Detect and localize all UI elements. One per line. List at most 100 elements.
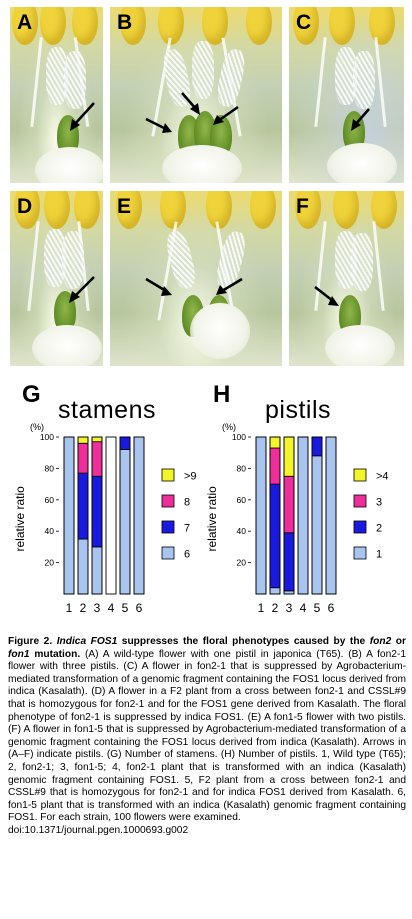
bar-segment	[91, 441, 103, 477]
bar-segment	[283, 590, 295, 595]
y-tick-label: 60	[237, 495, 247, 505]
bar-segment	[119, 449, 131, 595]
caption-title-fon2: fon2	[369, 636, 392, 647]
y-tick-label: 80	[45, 463, 55, 473]
chart-h-letter: H	[213, 381, 231, 408]
caption-body: (A) A wild-type flower with one pistil i…	[8, 648, 406, 824]
bar-segment	[297, 436, 309, 595]
bar-outline	[119, 436, 131, 595]
bar-segment	[269, 436, 281, 449]
bar-outline	[133, 436, 145, 595]
bar-outline	[297, 436, 309, 595]
legend-label: 2	[376, 523, 382, 535]
legend-label: 3	[376, 497, 382, 509]
photo-panel-a: A	[10, 7, 103, 183]
panel-label: C	[296, 11, 312, 34]
y-tick-label: 60	[45, 495, 55, 505]
bar-segment	[77, 472, 89, 540]
bar-segment	[77, 538, 89, 595]
legend-label: >9	[184, 471, 197, 483]
bar-segment	[283, 532, 295, 592]
bar-segment	[325, 436, 337, 595]
legend-label: 7	[184, 523, 190, 535]
bar-segment	[119, 436, 131, 450]
photo-panel-e: E	[110, 191, 282, 366]
x-tick-label: 3	[286, 601, 293, 615]
bar-outline	[77, 436, 89, 595]
bar-segment	[283, 475, 295, 534]
legend-swatch	[161, 520, 175, 534]
bar-segment	[269, 447, 281, 485]
pistil-arrow	[69, 276, 95, 303]
panel-label: D	[17, 195, 33, 218]
y-unit-label: (%)	[222, 422, 236, 432]
bar-outline	[269, 436, 281, 595]
legend-label: 8	[184, 497, 190, 509]
bar-segment	[255, 436, 267, 595]
caption-title-text: suppresses the floral phenotypes caused …	[117, 636, 370, 647]
bar-segment	[91, 475, 103, 548]
x-tick-label: 4	[108, 601, 115, 615]
y-tick-label: 80	[237, 463, 247, 473]
chart-g-title: stamens	[58, 396, 156, 424]
panel-label: A	[17, 11, 33, 34]
pistil-arrow	[70, 102, 95, 131]
legend-swatch	[161, 546, 175, 560]
bar-segment	[311, 436, 323, 457]
x-tick-label: 5	[122, 601, 129, 615]
bar-segment	[283, 436, 295, 477]
x-tick-label: 6	[136, 601, 143, 615]
legend-swatch	[353, 546, 367, 560]
figure-label: Figure 2.	[8, 636, 53, 647]
x-tick-label: 1	[258, 601, 265, 615]
chart-h-title: pistils	[265, 396, 332, 424]
photo-panel-b: B	[110, 7, 282, 183]
panel-label: E	[117, 195, 132, 218]
figure-caption: Figure 2. Indica FOS1 suppresses the flo…	[8, 636, 406, 838]
photo-panel-d: D	[10, 191, 103, 366]
y-axis-label: relative ratio	[205, 486, 219, 552]
legend-label: 1	[376, 549, 382, 561]
x-tick-label: 2	[272, 601, 279, 615]
bar-segment	[133, 436, 145, 595]
bar-segment	[269, 483, 281, 589]
pistil-arrow	[314, 286, 339, 306]
legend-swatch	[161, 468, 175, 482]
bar-outline	[255, 436, 267, 595]
caption-title-gene: Indica FOS1	[56, 636, 118, 647]
y-tick-label: 40	[237, 526, 247, 536]
bar-outline	[325, 436, 337, 595]
bar-segment	[91, 546, 103, 595]
caption-title-end: mutation.	[29, 648, 81, 660]
caption-title-or: or	[391, 636, 406, 647]
x-tick-label: 4	[300, 601, 307, 615]
panel-label: B	[117, 11, 133, 34]
y-axis-label: relative ratio	[13, 486, 27, 552]
y-unit-label: (%)	[30, 422, 44, 432]
x-tick-label: 1	[66, 601, 73, 615]
legend-swatch	[353, 494, 367, 508]
caption-title-fon1: fon1	[8, 648, 30, 660]
chart-g-letter: G	[22, 381, 41, 408]
x-tick-label: 5	[314, 601, 321, 615]
y-tick-label: 20	[237, 558, 247, 568]
y-tick-label: 100	[40, 432, 54, 442]
bar-outline	[105, 436, 117, 595]
bar-segment	[311, 455, 323, 595]
legend-label: >4	[376, 471, 389, 483]
pistil-arrows	[145, 92, 239, 133]
panel-label: F	[296, 195, 309, 218]
bar-outline	[63, 436, 75, 595]
photo-panel-f: F	[289, 191, 404, 366]
legend-swatch	[161, 494, 175, 508]
legend-label: 6	[184, 549, 190, 561]
bar-segment	[77, 436, 89, 444]
bar-segment	[77, 442, 89, 474]
y-tick-label: 100	[232, 432, 246, 442]
y-tick-label: 40	[45, 526, 55, 536]
bar-outline	[283, 436, 295, 595]
legend-swatch	[353, 520, 367, 534]
bar-outline	[311, 436, 323, 595]
